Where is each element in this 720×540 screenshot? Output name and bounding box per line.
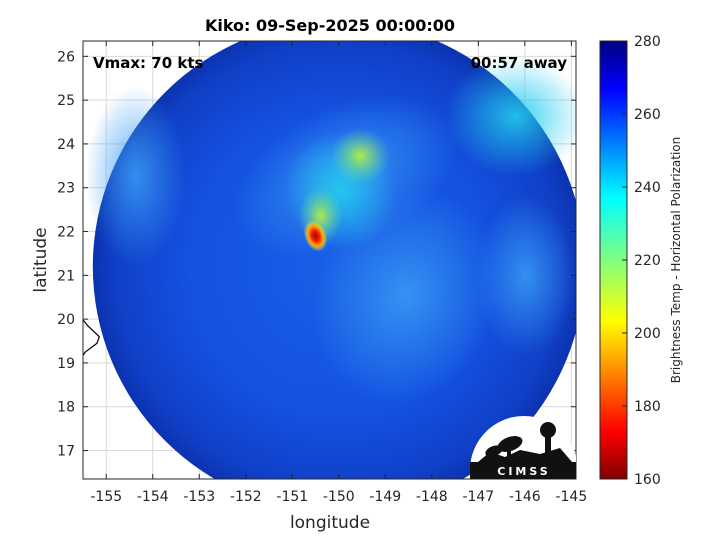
x-axis-ticks: -155 -154 -153 -152 -151 -150 -149 -148 -147 -146… (90, 41, 587, 505)
x-tick-label-7: -148 (416, 489, 448, 505)
x-tick-label-5: -150 (323, 489, 355, 505)
brightness-temp-swath (83, 41, 576, 479)
time-away-label: 00:57 away (471, 54, 568, 72)
y-tick-label-7: 24 (57, 137, 75, 153)
y-tick-label-6: 23 (57, 181, 75, 197)
x-tick-label-4: -151 (276, 489, 308, 505)
x-tick-label-2: -153 (183, 489, 215, 505)
cb-tick-label-1: 180 (634, 399, 661, 415)
x-tick-label-3: -152 (230, 489, 262, 505)
cb-tick-label-2: 200 (634, 326, 661, 342)
y-tick-label-9: 26 (57, 49, 75, 65)
logo-dish (497, 436, 523, 452)
y-tick-label-1: 18 (57, 400, 75, 416)
colorbar-ticks: 160 180 200 220 240 260 280 (622, 34, 661, 488)
axes-box (82, 40, 577, 480)
logo-tower-tank (540, 422, 556, 438)
cloud-band-2 (85, 85, 186, 266)
cb-tick-label-3: 220 (634, 253, 661, 269)
colorbar-label: Brightness Temp - Horizontal Polarizatio… (669, 137, 683, 384)
y-axis-ticks: 17 18 19 20 21 22 23 24 25 26 (57, 49, 576, 460)
cb-tick-label-5: 260 (634, 107, 661, 123)
x-axis-label: longitude (290, 513, 370, 533)
cimss-logo: CIMSS (470, 416, 576, 479)
logo-tower (545, 432, 551, 456)
cb-tick-label-6: 280 (634, 34, 661, 50)
y-tick-label-2: 19 (57, 356, 75, 372)
chart-title: Kiko: 09-Sep-2025 00:00:00 (205, 16, 455, 35)
y-tick-label-3: 20 (57, 312, 75, 328)
y-tick-label-4: 21 (57, 268, 75, 284)
green-region-north (330, 127, 391, 184)
cloud-band-4 (475, 195, 576, 356)
x-tick-label-9: -146 (509, 489, 541, 505)
cloud-band-3 (445, 55, 576, 176)
logo-text: CIMSS (497, 465, 550, 478)
x-tick-label-0: -155 (90, 489, 122, 505)
x-tick-label-10: -145 (555, 489, 587, 505)
vmax-label: Vmax: 70 kts (93, 54, 203, 72)
hot-core (303, 220, 328, 252)
logo-bar (470, 462, 576, 479)
cb-tick-label-4: 240 (634, 180, 661, 196)
y-tick-label-8: 25 (57, 93, 75, 109)
x-tick-label-6: -149 (369, 489, 401, 505)
x-tick-label-1: -154 (137, 489, 169, 505)
y-tick-label-5: 22 (57, 225, 75, 241)
y-tick-label-0: 17 (57, 444, 75, 460)
y-axis-label: latitude (31, 227, 51, 292)
cb-tick-label-0: 160 (634, 472, 661, 488)
x-tick-label-8: -147 (462, 489, 494, 505)
